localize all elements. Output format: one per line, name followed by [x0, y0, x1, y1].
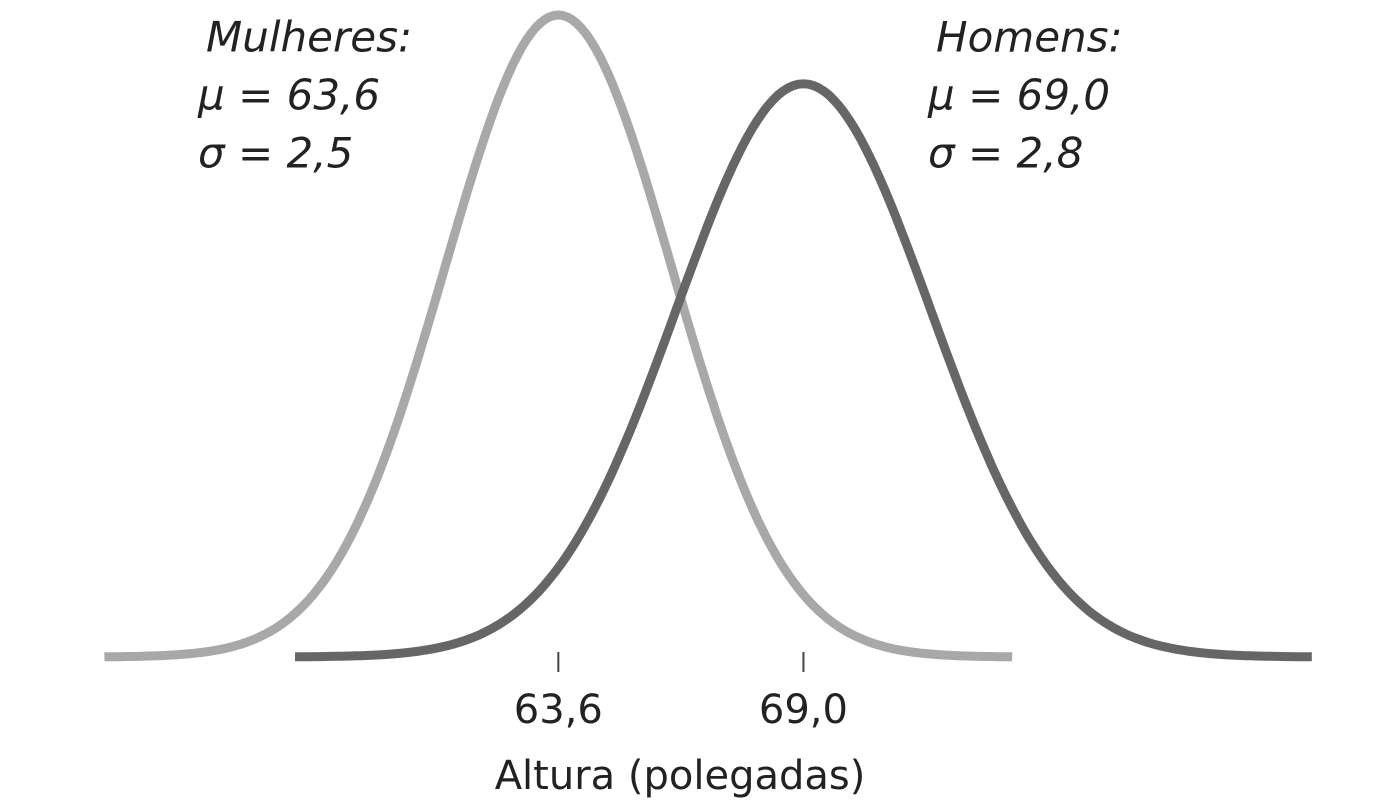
x-tick-label: 69,0	[759, 687, 848, 733]
density-curve	[295, 79, 1312, 662]
mean-label: μ = 69,0	[927, 71, 1110, 120]
x-tick-label: 63,6	[514, 687, 603, 733]
sd-label: σ = 2,5	[198, 129, 353, 178]
x-axis-label: Altura (polegadas)	[495, 753, 866, 799]
density-curve	[104, 10, 1013, 662]
sd-label: σ = 2,8	[928, 129, 1083, 178]
series-name: Mulheres:	[206, 13, 412, 62]
mean-label: μ = 63,6	[197, 71, 380, 120]
series-name: Homens:	[936, 13, 1123, 62]
